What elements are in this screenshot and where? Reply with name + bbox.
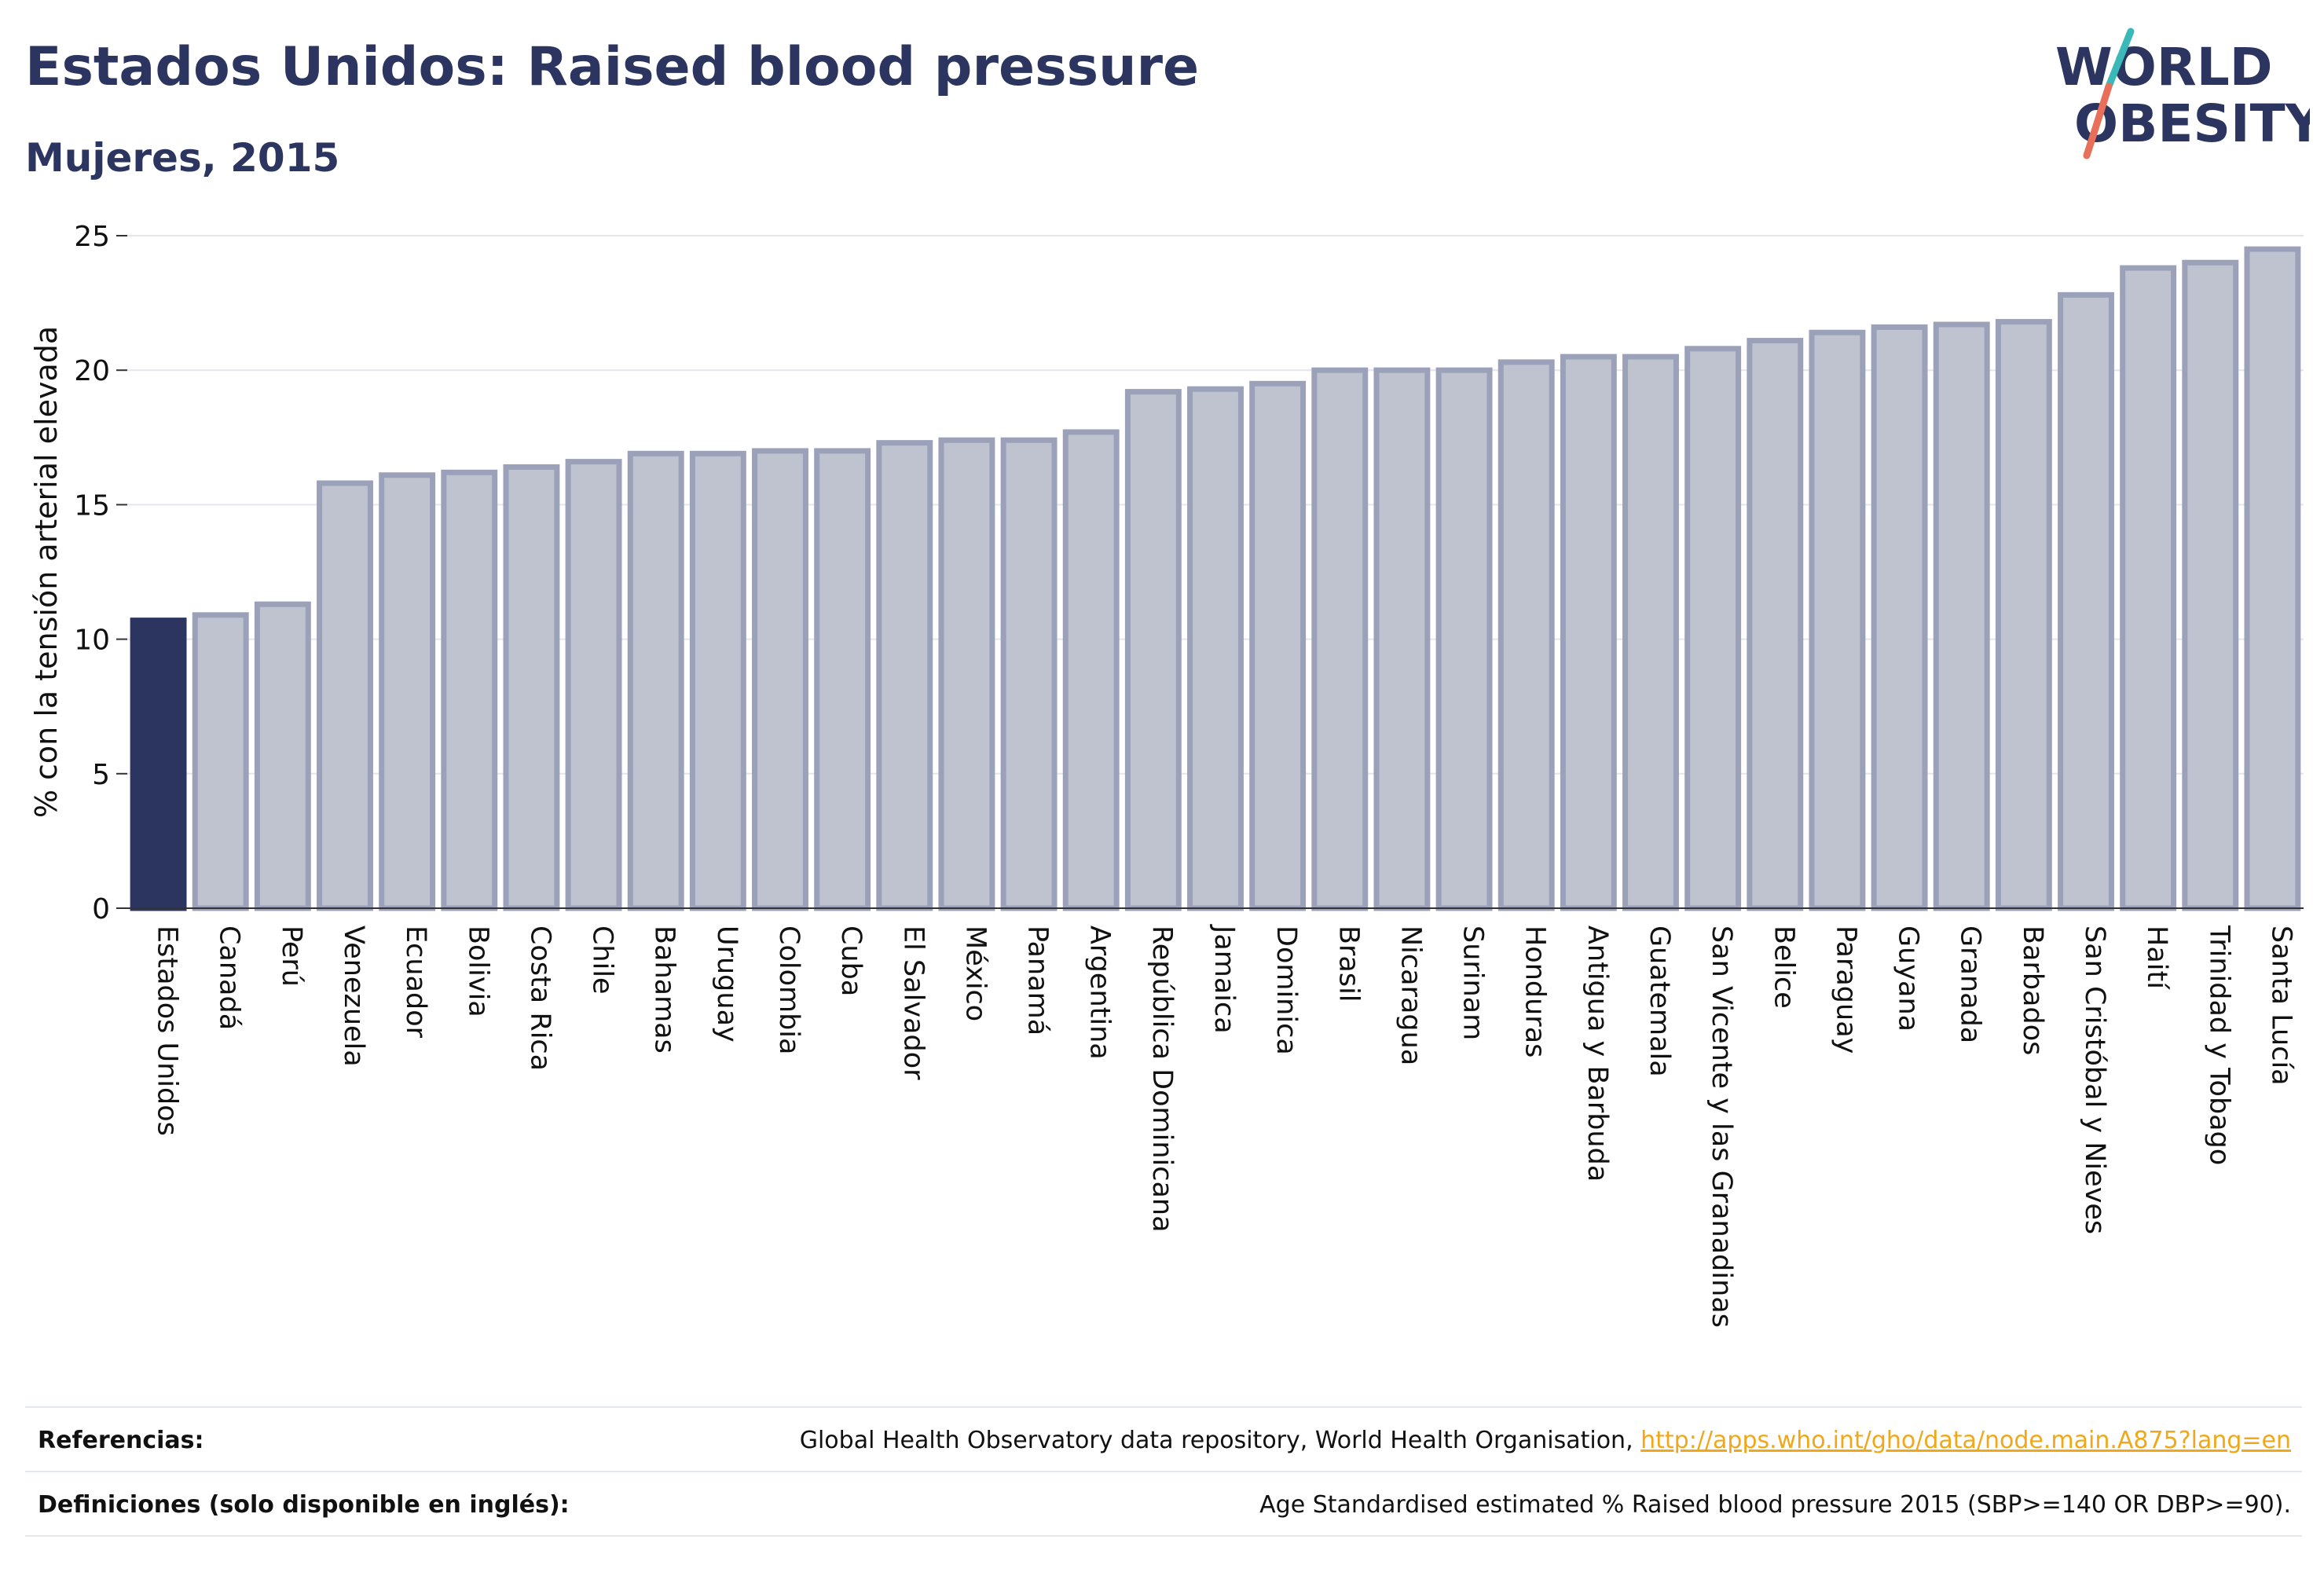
bar-17 [1187,386,1244,911]
axes: 0 5 10 15 20 25 [74,221,2304,925]
x-tick-label: Granada [1955,925,1986,1043]
y-tick-label: 0 [92,893,110,925]
x-tick-label: Guatemala [1644,925,1675,1077]
x-tick-label: Santa Lucía [2265,925,2297,1086]
x-tick-label: Trinidad y Tobago [2203,925,2234,1165]
bar-12 [876,440,933,911]
x-tick-label: Brasil [1332,925,1364,1002]
x-tick-label: Haití [2141,925,2172,990]
x-tick-label: Antigua y Barbuda [1582,925,1613,1182]
x-tick-label: Dominica [1270,925,1302,1055]
x-tick-label: Paraguay [1830,925,1861,1054]
x-tick-label: Honduras [1519,925,1551,1057]
bar-1 [192,612,249,911]
bar-20 [1373,367,1431,911]
x-tick-label: Cuba [835,925,867,996]
y-tick-label: 20 [74,355,110,387]
bar-chart: 0 5 10 15 20 25 Estados Unidos Canadá Perú Venez… [29,221,2304,1328]
bar-27 [1809,329,1866,911]
bar-33 [2182,259,2239,911]
references-link[interactable]: http://apps.who.int/gho/data/node.main.A… [1640,1427,2291,1454]
x-tick-label: Perú [276,925,307,987]
bar-28 [1871,324,1928,911]
bar-16 [1124,389,1182,911]
x-tick-label: Chile [587,925,618,995]
x-tick-label: San Cristóbal y Nieves [2079,925,2110,1234]
bar-32 [2120,265,2177,911]
definitions-text: Age Standardised estimated % Raised bloo… [1259,1491,2291,1519]
references-source: Global Health Observatory data repositor… [799,1427,1641,1454]
logo-slash-teal [2105,27,2135,90]
bar-18 [1249,380,1307,911]
x-tick-label: Barbados [2017,925,2048,1055]
x-tick-label: San Vicente y las Granadinas [1706,925,1737,1328]
bar-11 [814,448,871,911]
logo-slash-coral [2083,82,2113,159]
bar-2 [254,601,311,911]
bar-29 [1933,321,1990,911]
x-tick-label: Belice [1768,925,1799,1009]
x-tick-label: El Salvador [897,925,929,1080]
x-tick-label: Surinam [1457,925,1489,1040]
bar-5 [441,469,498,911]
bar-22 [1497,359,1555,911]
definitions-label: Definiciones (solo disponible en inglés)… [38,1491,570,1519]
bar-31 [2058,291,2114,911]
bar-19 [1311,367,1369,911]
references-label: Referencias: [38,1427,204,1454]
footer-divider-bottom [25,1535,2302,1537]
x-tick-label: Guyana [1893,925,1924,1032]
bar-7 [565,459,622,911]
bar-34 [2244,246,2301,911]
bar-10 [752,448,808,911]
x-tick-label: Estados Unidos [152,925,183,1136]
logo-line-1: WORLD [2055,37,2273,97]
world-obesity-logo: WORLD OBESITY [2055,27,2310,159]
footer-divider-top [25,1406,2302,1408]
footer-divider-middle [25,1471,2302,1472]
bar-4 [379,472,436,911]
bar-8 [627,450,684,911]
x-tick-label: Ecuador [400,925,431,1039]
bar-30 [1995,319,2052,911]
x-tick-label: Argentina [1084,925,1116,1060]
x-tick-label: Canadá [214,925,245,1030]
x-tick-label: Jamaica [1208,924,1240,1034]
references-text: Global Health Observatory data repositor… [800,1427,2291,1454]
y-tick-label: 25 [74,221,110,253]
bar-3 [317,480,373,911]
y-tick-label: 15 [74,489,110,522]
x-tick-label: Panamá [1022,925,1054,1035]
bar-9 [689,450,746,911]
bar-14 [1000,437,1058,911]
x-tick-label: Uruguay [711,925,742,1043]
x-tick-label: México [959,925,991,1021]
bar-15 [1062,429,1120,911]
y-axis-label: % con la tensión arterial elevada [29,326,64,818]
logo-line-2: OBESITY [2074,93,2310,154]
x-tick-label: República Dominicana [1146,925,1178,1233]
bar-21 [1435,367,1493,911]
x-tick-label: Bolivia [462,925,493,1017]
x-tick-label: Colombia [773,925,805,1054]
x-tick-label: Nicaragua [1395,925,1426,1065]
category-labels: Estados Unidos Canadá Perú Venezuela Ecuador… [152,924,2297,1328]
bars [130,246,2301,911]
bar-6 [503,464,560,911]
bar-23 [1560,354,1617,911]
x-tick-label: Bahamas [649,925,680,1054]
bar-26 [1747,338,1804,911]
bar-25 [1684,346,1742,911]
bar-24 [1622,354,1679,911]
chart-title: Estados Unidos: Raised blood pressure [25,36,1200,98]
chart-subtitle: Mujeres, 2015 [25,135,340,181]
y-tick-label: 10 [74,625,110,657]
bar-13 [938,437,995,911]
bar-0 [130,618,187,911]
x-tick-label: Costa Rica [524,925,555,1071]
x-tick-label: Venezuela [338,925,369,1067]
y-tick-label: 5 [92,759,110,791]
